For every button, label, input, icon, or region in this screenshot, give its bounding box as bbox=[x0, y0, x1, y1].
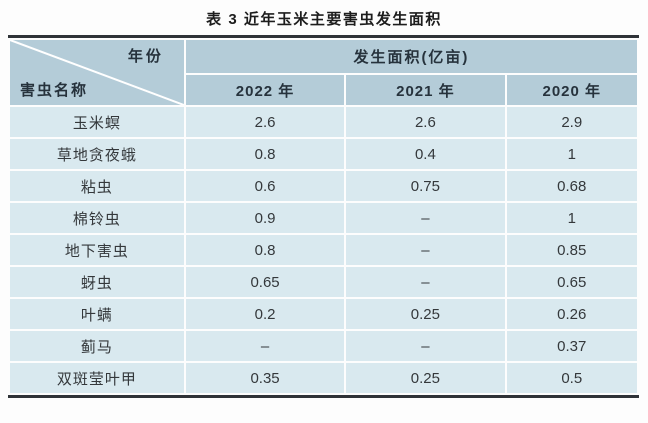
table-row: 草地贪夜蛾 0.8 0.4 1 bbox=[10, 139, 637, 169]
table-row: 粘虫 0.6 0.75 0.68 bbox=[10, 171, 637, 201]
value-2021: – bbox=[346, 331, 505, 361]
table-row: 玉米螟 2.6 2.6 2.9 bbox=[10, 107, 637, 137]
table-row: 蚜虫 0.65 – 0.65 bbox=[10, 267, 637, 297]
pest-name: 草地贪夜蛾 bbox=[10, 139, 184, 169]
value-2022: 0.6 bbox=[185, 171, 345, 201]
header-row-group: 年份 害虫名称 发生面积(亿亩) bbox=[10, 40, 637, 105]
value-2022: 2.6 bbox=[185, 107, 345, 137]
pest-name: 叶螨 bbox=[10, 299, 184, 329]
value-2021: – bbox=[346, 267, 505, 297]
table-row: 双斑莹叶甲 0.35 0.25 0.5 bbox=[10, 363, 637, 393]
corner-label-year: 年份 bbox=[127, 48, 164, 65]
table-row: 蓟马 – – 0.37 bbox=[10, 331, 637, 361]
value-2021: 0.25 bbox=[346, 363, 505, 393]
value-2020: 0.85 bbox=[506, 235, 637, 265]
table-title: 表 3 近年玉米主要害虫发生面积 bbox=[206, 11, 442, 28]
value-2022: 0.35 bbox=[185, 363, 345, 393]
value-2021: – bbox=[346, 235, 505, 265]
pest-name: 玉米螟 bbox=[10, 107, 184, 137]
value-2021: 2.6 bbox=[346, 107, 505, 137]
value-2022: 0.8 bbox=[185, 235, 345, 265]
pest-name: 蓟马 bbox=[10, 331, 184, 361]
column-header-2022: 2022 年 bbox=[185, 75, 345, 105]
value-2021: 0.4 bbox=[346, 139, 505, 169]
corner-label-pest-name: 害虫名称 bbox=[20, 82, 89, 99]
table-row: 地下害虫 0.8 – 0.85 bbox=[10, 235, 637, 265]
value-2021: 0.75 bbox=[346, 171, 505, 201]
column-header-2020: 2020 年 bbox=[506, 75, 637, 105]
value-2020: 2.9 bbox=[506, 107, 637, 137]
table-container: 年份 害虫名称 发生面积(亿亩) 2022 年 2021 年 2020 年 玉米… bbox=[8, 35, 639, 398]
diagonal-divider-line bbox=[10, 40, 184, 105]
pest-occurrence-table: 年份 害虫名称 发生面积(亿亩) 2022 年 2021 年 2020 年 玉米… bbox=[8, 38, 639, 395]
value-2021: 0.25 bbox=[346, 299, 505, 329]
group-header-occurrence-area: 发生面积(亿亩) bbox=[185, 40, 637, 73]
value-2022: 0.65 bbox=[185, 267, 345, 297]
value-2020: 0.65 bbox=[506, 267, 637, 297]
corner-header-cell: 年份 害虫名称 bbox=[10, 40, 184, 105]
column-header-2021: 2021 年 bbox=[346, 75, 505, 105]
value-2020: 0.68 bbox=[506, 171, 637, 201]
value-2022: 0.2 bbox=[185, 299, 345, 329]
value-2020: 0.5 bbox=[506, 363, 637, 393]
value-2020: 0.37 bbox=[506, 331, 637, 361]
value-2020: 1 bbox=[506, 203, 637, 233]
value-2020: 1 bbox=[506, 139, 637, 169]
value-2021: – bbox=[346, 203, 505, 233]
pest-name: 双斑莹叶甲 bbox=[10, 363, 184, 393]
pest-name: 粘虫 bbox=[10, 171, 184, 201]
pest-name: 蚜虫 bbox=[10, 267, 184, 297]
value-2022: 0.8 bbox=[185, 139, 345, 169]
header-row-years: 2022 年 2021 年 2020 年 bbox=[10, 75, 637, 105]
value-2020: 0.26 bbox=[506, 299, 637, 329]
value-2022: – bbox=[185, 331, 345, 361]
pest-name: 地下害虫 bbox=[10, 235, 184, 265]
table-row: 棉铃虫 0.9 – 1 bbox=[10, 203, 637, 233]
table-row: 叶螨 0.2 0.25 0.26 bbox=[10, 299, 637, 329]
value-2022: 0.9 bbox=[185, 203, 345, 233]
pest-name: 棉铃虫 bbox=[10, 203, 184, 233]
